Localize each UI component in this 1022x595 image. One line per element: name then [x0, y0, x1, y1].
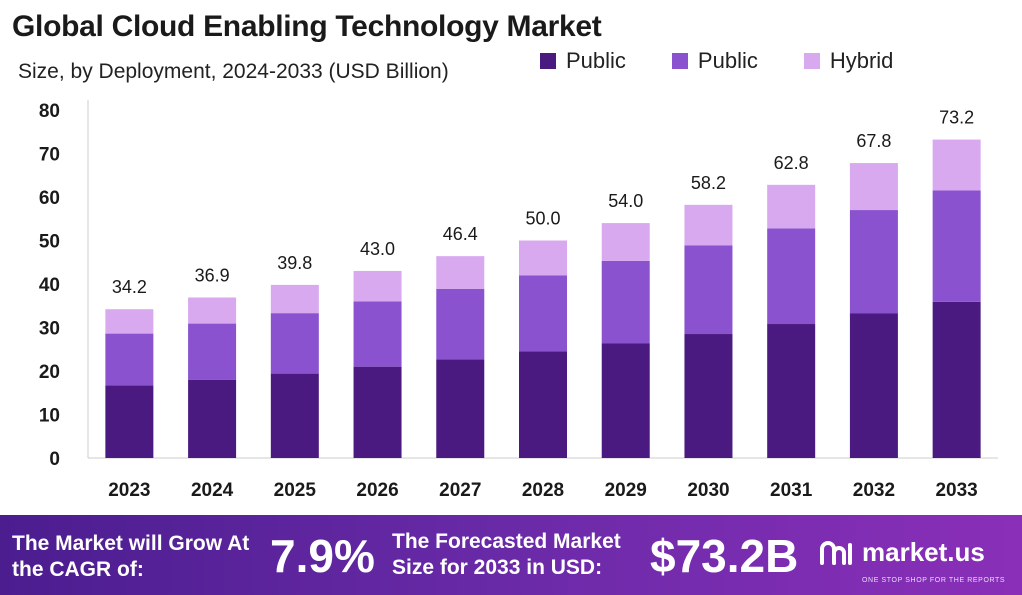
chart-subtitle: Size, by Deployment, 2024-2033 (USD Bill… — [18, 60, 449, 83]
brand-name: market.us — [862, 537, 985, 567]
bar-segment-hybrid — [270, 284, 319, 314]
bar-segment-public-dark — [519, 351, 567, 458]
bar-segment-hybrid — [353, 270, 402, 302]
legend-label: Public — [566, 48, 626, 73]
bar-segment-public-mid — [684, 245, 733, 335]
x-tick-label: 2023 — [108, 480, 150, 501]
bar-segment-public-dark — [188, 379, 237, 458]
bar-segment-hybrid — [105, 309, 154, 334]
x-tick-label: 2026 — [356, 480, 398, 501]
bar-total-label: 62.8 — [774, 153, 809, 173]
bar-total-label: 39.8 — [277, 253, 312, 273]
cagr-value: 7.9% — [270, 530, 375, 582]
x-tick-label: 2032 — [853, 480, 895, 501]
bar-total-label: 50.0 — [525, 209, 560, 229]
bar-total-label: 73.2 — [939, 108, 974, 128]
y-tick-label: 0 — [49, 449, 60, 470]
legend-swatch — [671, 53, 688, 69]
x-tick-label: 2027 — [439, 480, 481, 501]
bar-total-label: 43.0 — [360, 239, 395, 259]
x-tick-label: 2025 — [274, 480, 317, 501]
x-tick-label: 2030 — [687, 480, 729, 501]
y-tick-label: 10 — [39, 406, 60, 427]
bar-segment-public-dark — [353, 366, 402, 458]
bar-segment-public-mid — [601, 260, 650, 344]
y-tick-label: 60 — [39, 188, 60, 209]
legend-swatch — [540, 53, 556, 69]
y-tick-label: 20 — [39, 362, 60, 383]
bar-segment-hybrid — [932, 139, 981, 191]
y-tick-label: 70 — [39, 145, 60, 166]
bar-segment-public-mid — [188, 323, 237, 380]
legend-label: Public — [697, 48, 758, 73]
bar-segment-public-mid — [519, 275, 567, 352]
bar-segment-hybrid — [767, 184, 816, 229]
bar-segment-public-mid — [353, 301, 402, 367]
bar-segment-public-dark — [105, 385, 154, 458]
bar-segment-public-dark — [601, 343, 650, 458]
bar-segment-public-dark — [270, 373, 319, 458]
bar-segment-public-mid — [932, 190, 981, 302]
bar-segment-public-mid — [270, 313, 319, 374]
bar-segment-public-mid — [767, 228, 816, 325]
legend-item-hybrid: Hybrid — [803, 48, 894, 74]
footer-banner: The Market will Grow At the CAGR of: 7.9… — [0, 515, 1022, 595]
brand-tagline: ONE STOP SHOP FOR THE REPORTS — [862, 577, 1006, 584]
x-tick-label: 2029 — [605, 480, 647, 501]
bar-total-label: 54.0 — [608, 191, 643, 211]
bar-segment-public-dark — [932, 301, 981, 458]
bar-segment-public-dark — [684, 334, 733, 458]
bar-total-label: 36.9 — [195, 265, 230, 285]
cagr-label: The Market will Grow At the CAGR of: — [12, 532, 250, 581]
y-tick-label: 30 — [39, 319, 60, 340]
bar-segment-public-mid — [436, 288, 485, 360]
legend-label: Hybrid — [829, 48, 894, 73]
forecast-label: The Forecasted Market Size for 2033 in U… — [392, 530, 621, 579]
bar-segment-hybrid — [849, 163, 898, 211]
bar-segment-public-mid — [105, 333, 154, 386]
x-tick-label: 2031 — [770, 480, 813, 501]
bar-segment-hybrid — [188, 297, 237, 324]
bar-segment-hybrid — [684, 204, 733, 246]
bar-segment-hybrid — [601, 223, 650, 261]
legend-swatch — [803, 53, 820, 69]
bar-total-label: 67.8 — [856, 131, 891, 151]
y-tick-label: 50 — [39, 232, 60, 253]
bar-segment-public-dark — [436, 359, 485, 458]
bar-segment-public-dark — [767, 324, 816, 458]
y-tick-label: 80 — [39, 101, 60, 122]
x-tick-label: 2033 — [935, 480, 977, 501]
bar-segment-hybrid — [519, 240, 567, 276]
legend-item-public-dark: Public — [540, 48, 626, 74]
brand-logo: market.us — [818, 537, 985, 568]
y-tick-label: 40 — [39, 275, 60, 296]
bar-segment-public-mid — [849, 210, 898, 314]
bar-total-label: 34.2 — [112, 277, 147, 297]
bar-total-label: 46.4 — [443, 224, 478, 244]
stacked-bar-chart: 0102030405060708034.2202336.9202439.8202… — [39, 100, 998, 501]
chart-title: Global Cloud Enabling Technology Market — [12, 10, 602, 43]
bar-segment-hybrid — [436, 256, 485, 289]
x-tick-label: 2024 — [191, 480, 234, 501]
x-tick-label: 2028 — [522, 480, 564, 501]
legend-item-public-mid: Public — [671, 48, 758, 74]
forecast-value: $73.2B — [650, 530, 799, 582]
bar-total-label: 58.2 — [691, 173, 726, 193]
market-us-logo-icon — [820, 540, 852, 565]
chart-legend: Public Public Hybrid — [540, 48, 893, 74]
bar-segment-public-dark — [849, 313, 898, 458]
